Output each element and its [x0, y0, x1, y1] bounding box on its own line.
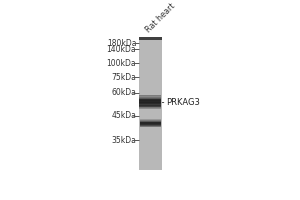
Text: 45kDa: 45kDa: [111, 111, 136, 120]
Bar: [140, 122, 161, 123]
Bar: [140, 123, 161, 124]
Bar: [139, 96, 161, 97]
Bar: [139, 106, 161, 107]
Bar: [139, 38, 162, 170]
Bar: [140, 119, 161, 120]
Bar: [140, 126, 161, 127]
Bar: [139, 99, 161, 100]
Bar: [139, 104, 161, 105]
Bar: [139, 98, 161, 99]
Bar: [140, 126, 161, 127]
Bar: [140, 122, 161, 123]
Text: 140kDa: 140kDa: [107, 45, 136, 54]
Text: Rat heart: Rat heart: [144, 2, 177, 35]
Text: 60kDa: 60kDa: [111, 88, 136, 97]
Bar: [139, 97, 161, 98]
Bar: [140, 121, 161, 122]
Bar: [140, 125, 161, 126]
Bar: [140, 120, 161, 121]
Text: 100kDa: 100kDa: [107, 59, 136, 68]
Bar: [139, 105, 161, 106]
Bar: [139, 100, 161, 101]
Bar: [139, 103, 161, 104]
Bar: [139, 95, 161, 96]
Text: PRKAG3: PRKAG3: [162, 98, 200, 107]
Bar: [139, 106, 161, 107]
Text: 35kDa: 35kDa: [111, 136, 136, 145]
Bar: [139, 105, 161, 106]
Bar: [139, 100, 161, 101]
Bar: [139, 101, 161, 102]
Bar: [139, 107, 161, 108]
Text: 180kDa: 180kDa: [107, 39, 136, 48]
Bar: [140, 124, 161, 125]
Bar: [139, 99, 161, 100]
Bar: [140, 124, 161, 125]
Bar: [139, 37, 162, 40]
Bar: [139, 102, 161, 103]
Bar: [139, 108, 161, 109]
Bar: [140, 123, 161, 124]
Bar: [140, 125, 161, 126]
Bar: [139, 95, 161, 96]
Text: 75kDa: 75kDa: [111, 73, 136, 82]
